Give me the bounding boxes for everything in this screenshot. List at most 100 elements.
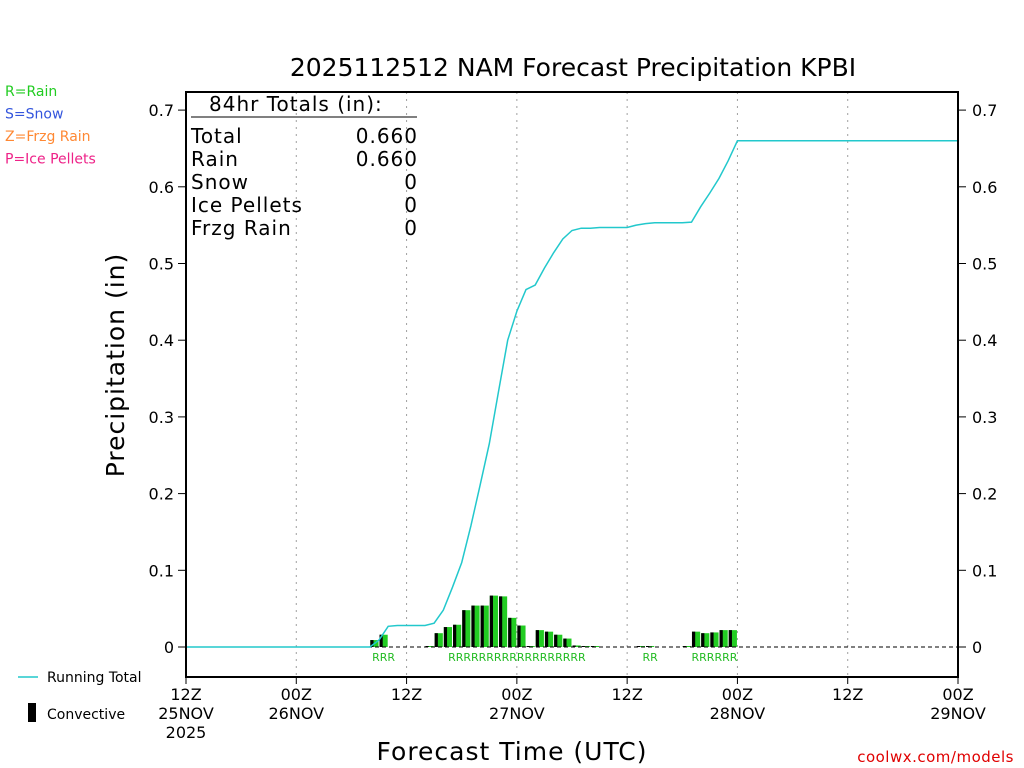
- totals-value: 0: [404, 216, 418, 240]
- precip-bar: [535, 630, 544, 647]
- precip-bar: [489, 595, 498, 647]
- convective-bar: [691, 631, 696, 647]
- y-tick-label-left: 0.1: [149, 561, 174, 580]
- ptype-legend-item: Z=Frzg Rain: [5, 129, 91, 145]
- y-tick-label-right: 0.5: [972, 255, 997, 274]
- x-tick-date: 29NOV: [930, 704, 986, 723]
- convective-bar: [434, 633, 438, 647]
- convective-bar: [636, 646, 641, 647]
- y-axis-ticks: 0 00.1 0.10.2 0.20.3 0.30.4 0.40.5 0.50.6 0.60.…: [149, 101, 998, 657]
- vertical-gridlines: [295, 92, 849, 677]
- convective-bar: [728, 630, 732, 647]
- precip-bar: [480, 605, 489, 647]
- x-tick-time: 00Z: [281, 685, 312, 704]
- totals-heading: 84hr Totals (in):: [209, 92, 383, 116]
- x-tick-date: 28NOV: [710, 704, 766, 723]
- convective-bar: [462, 610, 466, 647]
- precip-bar: [572, 645, 581, 647]
- precip-bar: [636, 646, 646, 647]
- totals-rows: Total 0.660 Rain 0.660 Snow 0 Ice Pellets 0 Frzg…: [190, 124, 418, 240]
- convective-bar: [489, 595, 494, 647]
- y-tick-label-left: 0: [164, 638, 174, 657]
- convective-bar: [535, 630, 539, 647]
- totals-box: 84hr Totals (in): Total 0.660 Rain 0.660 Sno…: [190, 92, 418, 240]
- running-total-legend-label: Running Total: [47, 670, 142, 686]
- ptype-labels: RRR RRRRRRRRRRRRRRRRRR RR RRRRRR: [372, 651, 738, 664]
- convective-bar: [498, 596, 503, 647]
- precip-bar: [462, 610, 471, 647]
- convective-bar: [719, 630, 723, 647]
- x-tick-time: 00Z: [942, 685, 973, 704]
- ptype-label: RRRRRR: [692, 651, 738, 664]
- hourly-precip-bars: [370, 595, 737, 647]
- totals-value: 0: [404, 170, 418, 194]
- convective-bar: [646, 646, 650, 647]
- precip-bar: [728, 630, 737, 647]
- precip-bar: [544, 631, 554, 647]
- totals-label: Frzg Rain: [191, 216, 292, 240]
- y-tick-label-left: 0.2: [149, 485, 174, 504]
- convective-swatch: [28, 703, 36, 722]
- chart-title: 2025112512 NAM Forecast Precipitation KP…: [290, 53, 856, 82]
- convective-bar: [526, 646, 530, 647]
- ptype-legend-item: P=Ice Pellets: [5, 152, 96, 168]
- running-total-line: [186, 140, 958, 648]
- convective-bar: [443, 627, 448, 647]
- precip-bar: [691, 631, 701, 647]
- convective-bar: [563, 638, 567, 647]
- precip-bar: [719, 630, 728, 647]
- line-legend: Running Total Convective: [18, 670, 142, 723]
- precip-bar: [508, 617, 517, 647]
- precip-bar: [563, 638, 572, 647]
- precip-bar: [517, 625, 526, 647]
- totals-value: 0.660: [356, 147, 418, 171]
- convective-bar: [453, 624, 457, 647]
- precip-bar: [498, 596, 508, 647]
- y-tick-label-left: 0.6: [149, 178, 174, 197]
- convective-bar: [379, 634, 383, 647]
- y-tick-label-left: 0.4: [149, 331, 174, 350]
- convective-bar: [471, 605, 475, 647]
- totals-value: 0: [404, 193, 418, 217]
- precip-bar: [379, 634, 388, 647]
- convective-bar: [581, 646, 585, 647]
- convective-bar: [508, 617, 512, 647]
- y-tick-label-right: 0: [972, 638, 982, 657]
- totals-value: 0.660: [356, 124, 418, 148]
- convective-bar: [517, 625, 521, 647]
- convective-bar: [370, 640, 374, 647]
- y-axis-label: Precipitation (in): [101, 253, 130, 478]
- y-tick-label-right: 0.6: [972, 178, 997, 197]
- convective-bar: [710, 632, 714, 647]
- convective-legend-label: Convective: [47, 707, 125, 723]
- ptype-label: RRRRRRRRRRRRRRRRRR: [448, 651, 586, 664]
- y-tick-label-left: 0.7: [149, 101, 174, 120]
- y-tick-label-right: 0.2: [972, 485, 997, 504]
- convective-bar: [554, 634, 558, 647]
- x-tick-time: 12Z: [170, 685, 201, 704]
- totals-label: Total: [190, 124, 243, 148]
- x-tick-date: 27NOV: [489, 704, 545, 723]
- totals-label: Snow: [191, 170, 249, 194]
- y-tick-label-left: 0.3: [149, 408, 174, 427]
- source-credit: coolwx.com/models: [857, 748, 1014, 766]
- y-tick-label-left: 0.5: [149, 255, 174, 274]
- x-tick-date: 25NOV: [158, 704, 214, 723]
- precip-bar: [453, 624, 462, 647]
- totals-label: Rain: [191, 147, 239, 171]
- plot-frame: [185, 91, 959, 678]
- x-tick-time: 12Z: [832, 685, 863, 704]
- ptype-label: RRR: [372, 651, 395, 664]
- ptype-legend-item: S=Snow: [5, 107, 63, 123]
- x-tick-date: 26NOV: [268, 704, 324, 723]
- y-tick-label-right: 0.3: [972, 408, 997, 427]
- x-tick-time: 00Z: [722, 685, 753, 704]
- x-tick-year: 2025: [166, 723, 207, 742]
- precip-bar: [434, 633, 443, 647]
- precip-bar: [554, 634, 563, 647]
- convective-bar: [544, 631, 549, 647]
- convective-bar: [572, 645, 576, 647]
- y-tick-label-right: 0.1: [972, 561, 997, 580]
